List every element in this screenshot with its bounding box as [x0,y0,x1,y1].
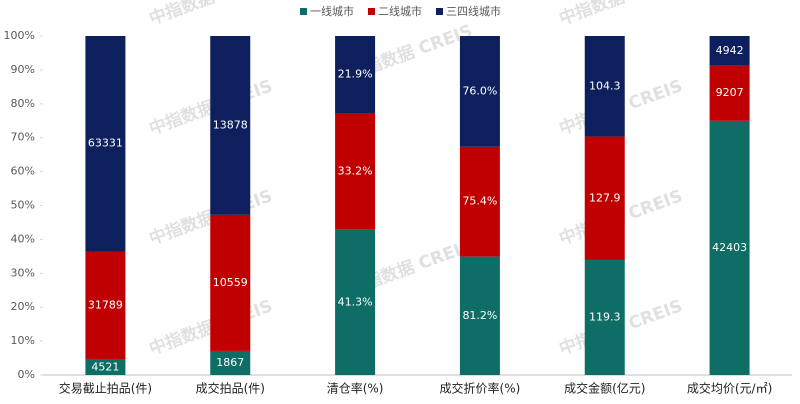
x-tick-label: 成交折价率(%) [440,381,521,396]
data-label: 63331 [88,137,123,150]
y-tick-label: 70% [11,131,35,144]
legend-swatch [368,8,375,15]
data-label: 76.0% [462,84,497,97]
bar-segment [459,146,500,257]
data-label: 81.2% [462,309,497,322]
legend-swatch [300,8,307,15]
legend-swatch [436,8,443,15]
legend-label: 二线城市 [378,4,422,18]
x-tick-label: 成交金额(亿元) [564,381,645,396]
bar-segment [584,136,625,260]
y-tick-label: 0% [18,368,35,381]
bar-segment [459,36,500,147]
y-tick-label: 20% [11,300,35,313]
data-label: 31789 [88,299,123,312]
x-tick-label: 交易截止拍品(件) [59,381,152,396]
data-label: 41.3% [338,295,373,308]
data-label: 21.9% [338,68,373,81]
data-label: 104.3 [589,79,621,92]
legend-label: 一线城市 [310,4,354,18]
data-label: 33.2% [338,164,373,177]
x-tick-label: 成交均价(元/㎡) [687,381,772,396]
bar-segment [335,113,376,230]
data-label: 4942 [716,44,744,57]
bar-segment [584,36,625,137]
y-tick-label: 100% [4,29,35,42]
y-tick-label: 50% [11,199,35,212]
bar-segment [210,350,251,375]
legend-label: 三四线城市 [446,4,501,18]
data-label: 42403 [712,241,747,254]
bar-segment [335,36,376,114]
bar-segment [210,36,251,215]
y-tick-label: 40% [11,232,35,245]
bar-segment [85,251,126,360]
data-label: 9207 [716,86,744,99]
bar-segment [709,120,750,375]
data-label: 10559 [213,276,248,289]
bar-segment [709,36,750,66]
bar-segment [85,359,126,375]
data-label: 1867 [216,356,244,369]
watermark: 中指数据 CREIS [556,0,685,29]
y-tick-label: 10% [11,334,35,347]
bar-segment [709,65,750,121]
bar-segment [85,36,126,252]
bar-segment [210,214,251,351]
y-tick-label: 90% [11,63,35,76]
data-label: 127.9 [589,191,621,204]
watermark: 中指数据 CREIS [146,0,275,29]
y-tick-label: 80% [11,97,35,110]
y-tick-label: 60% [11,165,35,178]
bar-segment [459,256,500,375]
bar-segment [335,229,376,375]
data-label: 4521 [91,360,119,373]
x-tick-label: 清仓率(%) [327,381,384,396]
x-tick-label: 成交拍品(件) [196,381,265,396]
data-label: 75.4% [462,195,497,208]
bar-segment [584,259,625,375]
y-tick-label: 30% [11,266,35,279]
data-label: 119.3 [589,310,621,323]
data-label: 13878 [213,118,248,131]
